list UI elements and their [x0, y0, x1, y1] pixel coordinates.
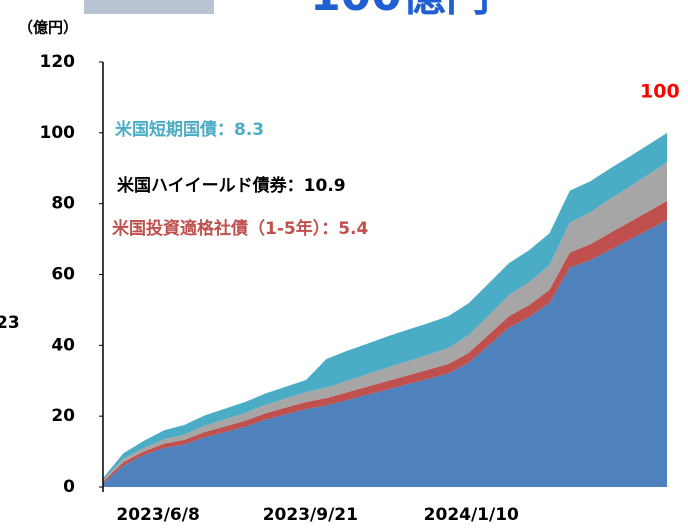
y-tick-label: 60 — [51, 265, 75, 285]
annotation: 米国ハイイールド債券：10.9 — [117, 175, 346, 196]
x-tick-label: 2024/1/10 — [424, 505, 519, 525]
annotation: 米国短期国債：8.3 — [115, 119, 264, 140]
y-tick-label: 0 — [63, 477, 75, 497]
photo — [84, 0, 214, 14]
chart-title: 100億円 — [310, 0, 490, 21]
y-tick-label: 120 — [40, 52, 76, 72]
x-tick-label: 2023/6/8 — [116, 505, 199, 525]
annotation: 23 — [0, 313, 20, 333]
x-tick-label: 2023/9/21 — [263, 505, 358, 525]
y-tick-label: 20 — [51, 406, 75, 426]
y-axis-label: （億円） — [18, 19, 78, 37]
y-tick-label: 40 — [51, 335, 75, 355]
area — [103, 219, 667, 488]
annotation: 100 — [640, 81, 680, 103]
annotation: 米国投資適格社債（1-5年）：5.4 — [112, 218, 368, 239]
y-tick-label: 100 — [40, 123, 76, 143]
y-tick-label: 80 — [51, 194, 75, 214]
plot — [103, 132, 667, 488]
